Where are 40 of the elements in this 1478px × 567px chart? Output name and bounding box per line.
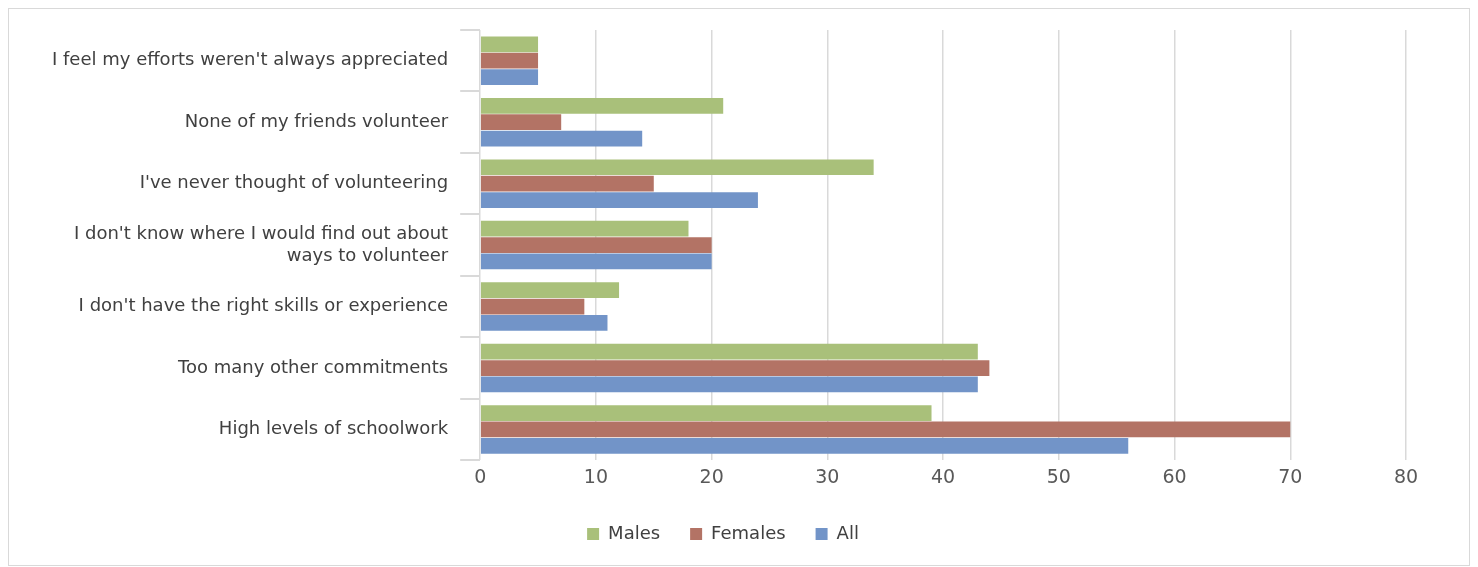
bar <box>480 220 689 237</box>
bar <box>480 376 978 393</box>
x-tick-label: 0 <box>474 464 487 487</box>
y-tick-label: High levels of schoolwork <box>218 417 449 439</box>
bar <box>480 69 539 85</box>
legend-label: Females <box>711 521 786 543</box>
bar <box>480 315 608 331</box>
x-tick-label: 10 <box>583 464 609 487</box>
bar <box>480 130 643 147</box>
bar <box>480 343 978 360</box>
x-tick-label: 20 <box>699 464 724 487</box>
bar <box>480 253 712 270</box>
bar <box>480 360 990 376</box>
y-tick-label: None of my friends volunteer <box>184 109 449 131</box>
x-tick-label: 50 <box>1046 464 1071 487</box>
legend-label: Males <box>608 521 661 543</box>
y-tick-label: I don't have the right skills or experience <box>78 294 449 316</box>
bar <box>480 421 1291 438</box>
y-tick-label: Too many other commitments <box>176 355 449 377</box>
bar <box>480 159 874 176</box>
bar <box>480 437 1129 454</box>
y-tick-label: I've never thought of volunteering <box>139 171 449 193</box>
bar <box>480 175 654 192</box>
x-tick-label: 80 <box>1393 464 1419 487</box>
x-tick-label: 60 <box>1162 464 1187 487</box>
bar <box>480 192 758 208</box>
y-tick-label: I don't know where I would find out about ways to volunteer <box>73 221 449 265</box>
legend-label: All <box>836 521 859 543</box>
bar <box>480 298 585 315</box>
bar <box>480 97 724 114</box>
bar <box>480 36 539 53</box>
bar <box>480 52 539 69</box>
x-tick-label: 30 <box>815 464 840 487</box>
bar <box>480 237 712 253</box>
x-tick-label: 70 <box>1278 464 1303 487</box>
bar <box>480 405 932 421</box>
bar <box>480 282 620 299</box>
bar <box>480 114 562 131</box>
y-tick-label: I feel my efforts weren't always appreciated <box>52 48 449 70</box>
x-tick-label: 40 <box>931 464 956 487</box>
